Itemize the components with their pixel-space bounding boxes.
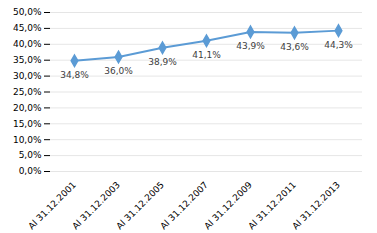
svg-text:30,0%: 30,0%: [13, 71, 42, 81]
svg-text:Al 31.12.2007: Al 31.12.2007: [158, 179, 210, 232]
svg-text:25,0%: 25,0%: [13, 87, 42, 97]
svg-text:Al 31.12.2003: Al 31.12.2003: [70, 179, 122, 232]
svg-text:34,8%: 34,8%: [60, 70, 89, 80]
svg-text:Al 31.12.2009: Al 31.12.2009: [202, 179, 254, 232]
svg-text:50,0%: 50,0%: [13, 7, 42, 17]
svg-text:Al 31.12.2005: Al 31.12.2005: [114, 179, 166, 232]
svg-text:20,0%: 20,0%: [13, 103, 42, 113]
svg-text:41,1%: 41,1%: [192, 50, 221, 60]
svg-text:38,9%: 38,9%: [148, 57, 177, 67]
svg-text:43,6%: 43,6%: [280, 42, 309, 52]
svg-text:5,0%: 5,0%: [19, 150, 42, 160]
svg-text:Al 31.12.2013: Al 31.12.2013: [290, 180, 342, 232]
svg-text:44,3%: 44,3%: [324, 40, 353, 50]
svg-text:Al 31.12.2001: Al 31.12.2001: [26, 179, 78, 232]
svg-text:15,0%: 15,0%: [13, 119, 42, 129]
svg-text:35,0%: 35,0%: [13, 55, 42, 65]
svg-text:43,9%: 43,9%: [236, 41, 265, 51]
svg-text:10,0%: 10,0%: [13, 135, 42, 145]
svg-text:45,0%: 45,0%: [13, 23, 42, 33]
svg-text:0,0%: 0,0%: [19, 166, 42, 176]
svg-text:40,0%: 40,0%: [13, 39, 42, 49]
svg-text:36,0%: 36,0%: [104, 66, 133, 76]
svg-text:Al 31.12.2011: Al 31.12.2011: [246, 179, 298, 232]
